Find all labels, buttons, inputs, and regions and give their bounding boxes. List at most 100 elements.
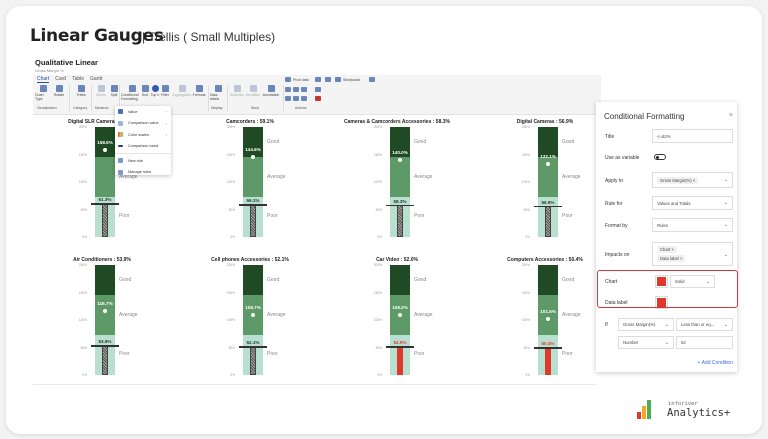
insights-button[interactable] [315,77,321,82]
kpi-button[interactable] [285,87,291,92]
menu-item-value[interactable]: Value › [115,106,171,118]
gauge-bar[interactable]: 56.9% 132.1% Good Average Poor [534,127,581,237]
tab-card[interactable]: Card [55,76,67,82]
gauge-bar[interactable]: 59.1% 144.6% Good Average Poor [239,127,286,237]
comparison-value-label: 108.2% [392,305,408,311]
comment-button[interactable] [325,77,331,82]
axis-tick: 0% [230,373,235,377]
filter-button[interactable]: Filter [157,85,173,97]
axis-tick: 0% [525,235,530,239]
export-button[interactable] [315,87,321,92]
axis-tick: 150% [521,152,530,157]
chevron-down-icon: ⌄ [723,177,728,183]
if-value-input[interactable]: 52 [676,336,733,349]
menu-item-new-rule[interactable]: New rule [115,155,171,167]
band-label-poor: Poor [119,212,130,219]
gauge-bar[interactable]: 52.0% 108.2% Good Average Poor [386,265,433,375]
impacts-on-label: Impacts on [605,252,630,258]
chart-color-picker[interactable] [655,275,668,288]
title-input[interactable]: <=52% [652,129,733,143]
aggregation-button[interactable]: Aggregation [171,85,193,97]
gauge-bar[interactable]: 58.3% 140.0% Good Average Poor [386,127,433,237]
options-button[interactable] [301,96,307,101]
menu-item-manage-rules[interactable]: Manage rules [115,167,171,179]
group-display: Display [211,106,223,110]
menu-item-comparison-value[interactable]: Comparison value › [115,118,171,130]
axis-tick: 0% [82,373,87,377]
formula-button[interactable]: Formula [191,85,207,97]
axis-tick: 100% [521,318,530,322]
impacts-on-select[interactable]: Chart × Data label × ⌄ [652,242,733,266]
data-label-color-picker[interactable] [655,296,668,309]
if-measure-select[interactable]: Gross Margin(%) ⌄ [618,318,674,331]
format-by-label: Format by [605,223,628,229]
menu-item-color-scales[interactable]: Color scales › [115,129,171,141]
rule-for-select[interactable]: Values and Totals ⌄ [652,196,733,210]
tab-table[interactable]: Table [72,76,85,82]
chart-style-select[interactable]: Solid ⌄ [670,275,715,288]
actual-bar[interactable] [397,204,403,237]
brand-logo-icon [637,400,651,419]
menu-item-comparison-band[interactable]: Comparison band [115,141,171,153]
gauge-bar[interactable]: 61.3% 158.6% Good Average Poor [91,127,138,237]
add-condition-link[interactable]: + Add Condition [697,360,733,366]
chart-type-button[interactable]: Chart Type [35,85,51,101]
search-button[interactable] [293,87,299,92]
settings-button[interactable] [369,77,375,82]
target-marker [239,204,267,206]
paint-button[interactable] [301,87,307,92]
storyboard-button[interactable]: Storyboard [335,77,360,82]
actual-value-label: 58.3% [393,198,407,204]
refresh-button[interactable] [293,96,299,101]
tab-gantt[interactable]: Gantt [90,76,103,82]
link-button[interactable] [285,96,291,101]
analytics-button[interactable]: Analytics [229,85,245,97]
if-type-select[interactable]: Number ⌄ [618,336,674,349]
actual-bar[interactable] [102,345,108,375]
formula-icon [195,85,203,92]
impacts-chip-data-label[interactable]: Data label × [657,255,686,262]
pivot-data-button[interactable]: Pivot data [285,77,309,82]
gauge-bar[interactable]: 50.4% 101.5% Good Average Poor [534,265,581,375]
sort-button[interactable]: Sort [137,85,153,97]
visual-subtitle: Gross Margin % [35,68,64,73]
close-icon[interactable]: × [728,112,733,119]
rotate-button[interactable]: Rotate [51,85,67,97]
gauge-bar[interactable]: 52.1% 108.7% Good Average Poor [239,265,286,375]
color-swatch [657,298,666,307]
band-label-good: Good [119,277,132,284]
export-icon [315,87,321,92]
actual-bar[interactable] [102,203,108,237]
series-button[interactable]: Series [93,85,109,97]
chart-type-icon [39,85,47,92]
lightbulb-icon [315,77,321,82]
rotate-icon [55,85,63,92]
actual-bar[interactable] [250,346,256,375]
gauge-card: Cameras & Camcorders Accessories : 58.3%… [327,119,467,249]
actual-bar[interactable] [545,347,551,375]
actual-bar[interactable] [250,204,256,237]
format-by-select[interactable]: Rules ⌄ [652,218,733,232]
actual-bar[interactable] [545,205,551,237]
deviation-button[interactable]: Deviation [245,85,261,97]
if-operator-select[interactable]: Less than or eq... ⌄ [676,318,733,331]
actual-bar[interactable] [397,346,403,375]
split-button[interactable]: Split [106,85,122,97]
use-as-variable-toggle[interactable] [654,154,666,160]
tab-chart[interactable]: Chart [37,76,50,83]
impacts-chip-chart[interactable]: Chart × [657,246,677,253]
axis-tick: 100% [78,318,87,322]
conditional-formatting-button[interactable]: Conditional Formatting [121,85,143,101]
band-label-poor: Poor [267,212,278,219]
divider [227,85,228,111]
axis-tick: 50% [523,207,530,212]
bar-chart-icon [118,109,123,115]
band-label-good: Good [562,139,575,146]
top-n-button[interactable]: Top n [147,85,163,97]
data-labels-button[interactable]: Data labels [210,85,226,101]
pdf-button[interactable] [315,96,321,101]
trellis-button[interactable]: Trellis [73,85,89,97]
gauge-bar[interactable]: 53.9% 116.7% Good Average Poor [91,265,138,375]
annotation-button[interactable]: Annotation [263,85,279,97]
apply-to-select[interactable]: Gross Margin(%) × ⌄ [652,172,733,188]
